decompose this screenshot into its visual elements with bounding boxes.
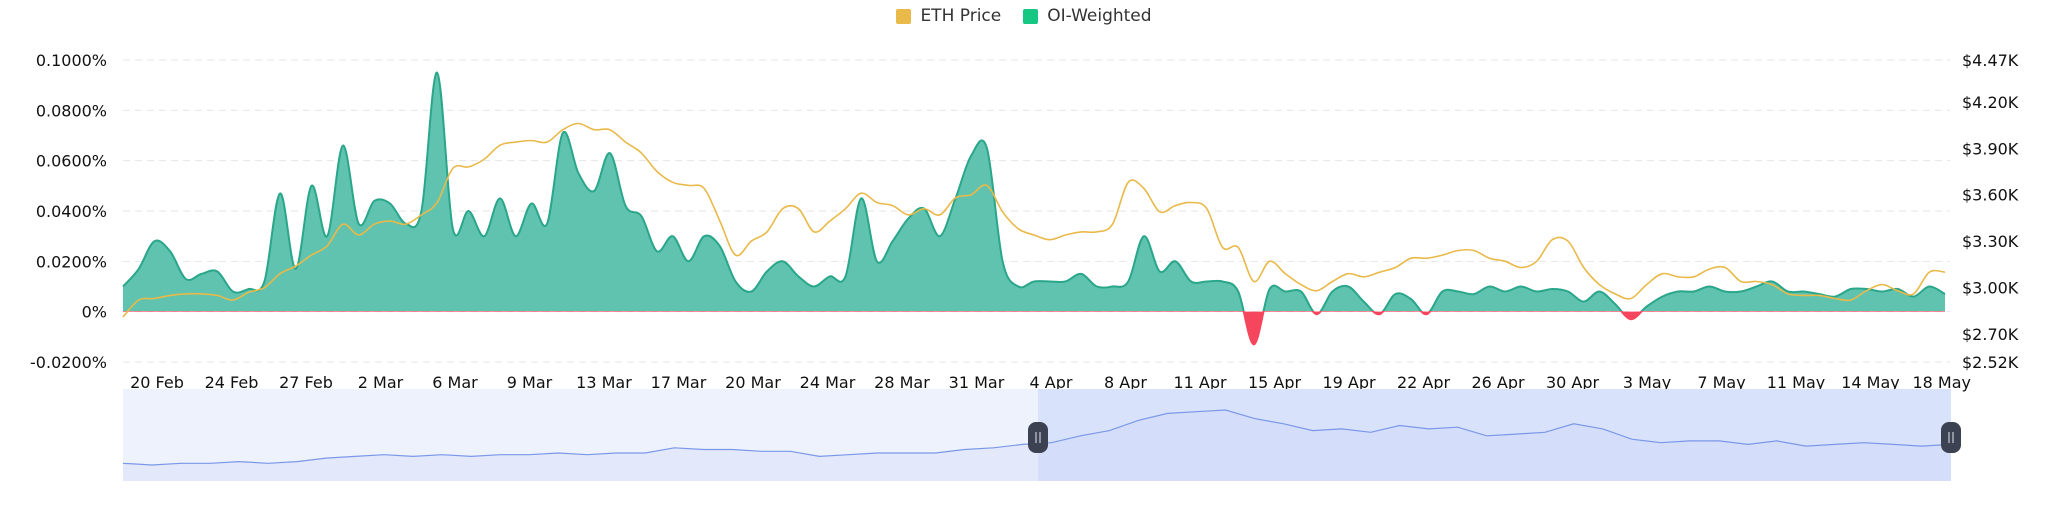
handle-body[interactable] xyxy=(1028,422,1048,453)
right-axis-tick-label: $4.20K xyxy=(1962,93,2019,112)
legend-swatch-eth-price xyxy=(896,8,912,24)
navigator-handle-right[interactable] xyxy=(1941,422,1961,453)
left-axis-tick-label: 0.1000% xyxy=(36,51,107,70)
legend-label-oi-weighted: OI-Weighted xyxy=(1047,6,1152,26)
x-axis-tick-label: 30 Apr xyxy=(1546,373,1600,392)
x-axis-tick-label: 20 Mar xyxy=(725,373,781,392)
left-axis-tick-label: 0.0200% xyxy=(36,252,107,271)
legend-swatch-oi-weighted xyxy=(1023,8,1039,24)
x-axis-tick-label: 24 Mar xyxy=(800,373,856,392)
right-axis: $4.47K $4.20K $3.90K $3.60K $3.30K $3.00K $2.7… xyxy=(1962,51,2019,372)
x-axis-tick-label: 8 Apr xyxy=(1104,373,1147,392)
left-axis-tick-label: 0.0800% xyxy=(36,101,107,120)
plot-area[interactable] xyxy=(122,71,1946,346)
left-axis-tick-label: 0% xyxy=(82,303,107,322)
left-axis-tick-label: -0.0200% xyxy=(30,353,107,372)
x-axis-tick-label: 18 May xyxy=(1912,373,1971,392)
legend-item-oi-weighted[interactable]: OI-Weighted xyxy=(1023,6,1152,26)
x-axis-tick-label: 13 Mar xyxy=(576,373,632,392)
navigator[interactable] xyxy=(122,389,1961,481)
x-axis-tick-label: 14 May xyxy=(1841,373,1900,392)
x-axis-tick-label: 24 Feb xyxy=(205,373,259,392)
navigator-handle-left[interactable] xyxy=(1028,422,1048,453)
x-axis: 20 Feb 24 Feb 27 Feb 2 Mar 6 Mar 9 Mar 13 Mar 1… xyxy=(130,373,1971,392)
left-axis-tick-label: 0.0400% xyxy=(36,202,107,221)
x-axis-tick-label: 2 Mar xyxy=(358,373,404,392)
x-axis-tick-label: 6 Mar xyxy=(432,373,478,392)
x-axis-tick-label: 17 Mar xyxy=(651,373,707,392)
x-axis-tick-label: 15 Apr xyxy=(1248,373,1302,392)
x-axis-tick-label: 4 Apr xyxy=(1030,373,1073,392)
x-axis-tick-label: 31 Mar xyxy=(949,373,1005,392)
eth-price-line xyxy=(122,122,1946,318)
x-axis-tick-label: 28 Mar xyxy=(874,373,930,392)
chart-legend: ETH Price OI-Weighted xyxy=(0,6,2048,26)
x-axis-tick-label: 22 Apr xyxy=(1397,373,1451,392)
x-axis-tick-label: 27 Feb xyxy=(279,373,333,392)
right-axis-tick-label: $2.52K xyxy=(1962,353,2019,372)
x-axis-tick-label: 11 May xyxy=(1767,373,1826,392)
x-axis-tick-label: 3 May xyxy=(1623,373,1671,392)
right-axis-tick-label: $3.00K xyxy=(1962,279,2019,298)
handle-body[interactable] xyxy=(1941,422,1961,453)
grid-lines xyxy=(123,59,1950,363)
oi-weighted-line xyxy=(122,71,1946,311)
oi-weighted-area-positive xyxy=(123,72,1945,311)
oi-weighted-line-negative xyxy=(1242,311,1644,346)
right-axis-tick-label: $3.30K xyxy=(1962,232,2019,251)
x-axis-tick-label: 7 May xyxy=(1697,373,1745,392)
x-axis-tick-label: 19 Apr xyxy=(1322,373,1376,392)
right-axis-tick-label: $2.70K xyxy=(1962,325,2019,344)
right-axis-tick-label: $3.60K xyxy=(1962,186,2019,205)
x-axis-tick-label: 11 Apr xyxy=(1173,373,1227,392)
x-axis-tick-label: 26 Apr xyxy=(1471,373,1525,392)
right-axis-tick-label: $4.47K xyxy=(1962,51,2019,70)
right-axis-tick-label: $3.90K xyxy=(1962,139,2019,158)
left-axis: 0.1000% 0.0800% 0.0600% 0.0400% 0.0200% 0% -0.… xyxy=(30,51,107,372)
x-axis-tick-label: 9 Mar xyxy=(507,373,553,392)
legend-item-eth-price[interactable]: ETH Price xyxy=(896,6,1001,26)
legend-label-eth-price: ETH Price xyxy=(920,6,1002,26)
x-axis-tick-label: 20 Feb xyxy=(130,373,184,392)
left-axis-tick-label: 0.0600% xyxy=(36,152,107,171)
